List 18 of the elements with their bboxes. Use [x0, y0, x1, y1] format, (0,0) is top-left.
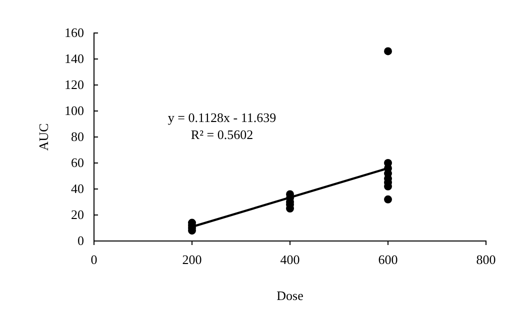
x-tick-label: 200 — [182, 252, 202, 268]
y-tick-label: 120 — [64, 77, 84, 92]
y-tick-label: 140 — [64, 51, 84, 66]
y-tick-label: 160 — [64, 25, 84, 40]
y-tick-label: 0 — [78, 233, 84, 248]
x-tick-label: 0 — [90, 252, 98, 268]
annotation: R² = 0.5602 — [190, 127, 254, 142]
y-tick-label: 80 — [71, 129, 84, 144]
x-tick-label: 600 — [378, 252, 398, 268]
y-tick-label: 20 — [71, 207, 84, 222]
annotation: y = 0.1128x - 11.639 — [168, 110, 276, 125]
x-tick-label: 400 — [280, 252, 300, 268]
x-axis-title: Dose — [276, 288, 304, 303]
y-tick-label: 100 — [64, 103, 84, 118]
x-tick-label: 800 — [476, 252, 496, 268]
y-axis-title: AUC — [36, 123, 51, 151]
y-tick-label: 60 — [71, 155, 84, 170]
y-tick-label: 40 — [71, 181, 84, 196]
